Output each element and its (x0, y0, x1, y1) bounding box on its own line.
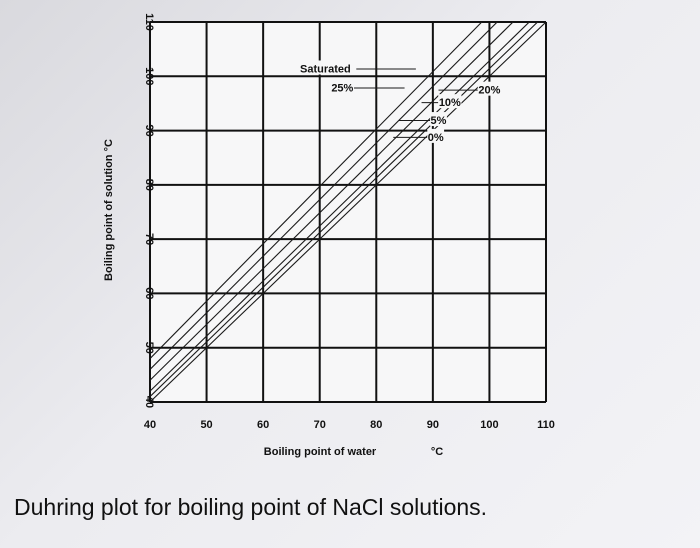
annotation-bg (477, 81, 502, 96)
annotation-bg (438, 94, 462, 109)
y-tick-label: 40 (143, 396, 155, 408)
series-line-saturated (150, 22, 483, 359)
series-line-20pct (150, 22, 514, 381)
annotation-20pct: 20% (478, 85, 500, 97)
annotation-bg (427, 128, 445, 143)
y-tick-labels: 40 50 60 70 80 90 100 110 (143, 13, 155, 408)
annotation-10pct: 10% (439, 97, 461, 109)
y-tick-label: 50 (143, 342, 155, 354)
x-axis-title: Boiling point of water (264, 446, 377, 458)
x-axis-unit: °C (431, 446, 443, 458)
figure-caption: Duhring plot for boiling point of NaCl s… (14, 494, 488, 520)
series-line-25pct (150, 22, 498, 370)
y-tick-label: 90 (143, 124, 155, 136)
series-line-5pct (150, 22, 539, 397)
annotation-0pct: 0% (428, 132, 444, 144)
x-tick-label: 100 (480, 419, 498, 431)
y-tick-label: 70 (143, 233, 155, 245)
x-tick-label: 70 (314, 419, 326, 431)
x-tick-label: 40 (144, 419, 156, 431)
x-tick-label: 50 (200, 419, 212, 431)
x-tick-labels: 40 50 60 70 80 90 100 110 (144, 419, 555, 431)
annotation-bg (294, 60, 357, 75)
series-annotations: Saturated 25% 20% 10% 5% 0% (294, 60, 502, 144)
annotation-5pct: 5% (431, 115, 447, 127)
annotation-bg (430, 112, 447, 127)
y-tick-label: 100 (143, 67, 155, 85)
annotation-saturated: Saturated (300, 63, 351, 75)
y-tick-label: 60 (143, 287, 155, 299)
y-axis-title: Boiling point of solution °C (103, 139, 115, 281)
x-tick-label: 110 (537, 419, 555, 431)
y-tick-label: 110 (143, 13, 155, 31)
x-tick-label: 90 (427, 419, 439, 431)
series-line-10pct (150, 22, 531, 392)
annotation-25pct: 25% (331, 82, 353, 94)
x-tick-label: 80 (370, 419, 382, 431)
chart-lines (150, 22, 546, 402)
annotation-bg (330, 79, 354, 94)
y-tick-label: 80 (143, 179, 155, 191)
x-tick-label: 60 (257, 419, 269, 431)
